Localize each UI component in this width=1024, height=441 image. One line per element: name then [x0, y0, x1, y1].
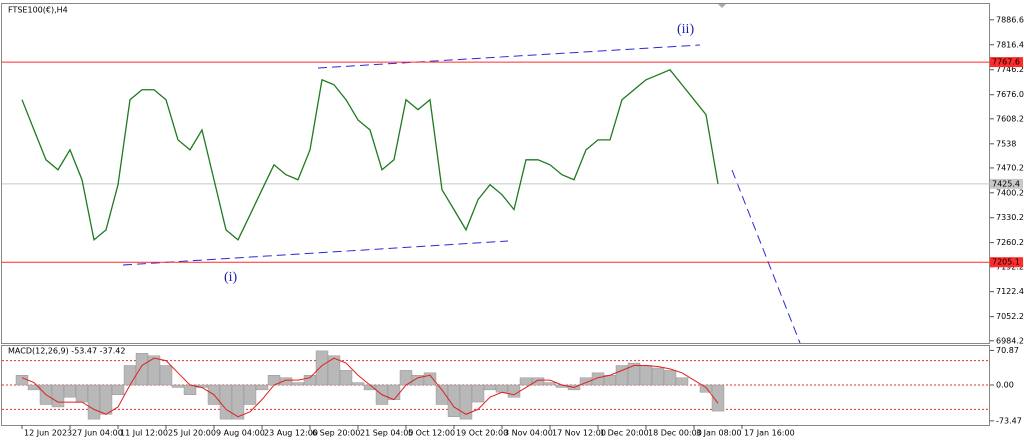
chart-title: FTSE100(€),H4 [8, 6, 68, 15]
trend-line [317, 44, 701, 69]
histogram-bar [279, 377, 293, 386]
histogram-bar [303, 375, 317, 386]
histogram-bar [51, 384, 65, 408]
histogram-bar [87, 384, 101, 420]
x-tick-label: 23 Aug 12:00 [264, 429, 318, 438]
shift-marker [718, 4, 726, 8]
histogram-bar [531, 377, 545, 386]
trend-line [122, 240, 509, 266]
annotation: (ii) [677, 22, 694, 37]
histogram-bar [183, 384, 197, 395]
histogram-bar [15, 375, 29, 386]
histogram-bar [651, 367, 665, 386]
y-tick-label: -73.47 [996, 416, 1022, 425]
trend-line [731, 169, 801, 344]
price-line [21, 69, 719, 242]
y-tick-label: 7400.2 [996, 188, 1024, 197]
y-tick-label: 6984.2 [996, 336, 1024, 345]
level-label-box [990, 178, 1023, 189]
y-tick-label: 7816.4 [996, 40, 1024, 49]
histogram-bar [627, 362, 641, 386]
y-tick-label: 7676.0 [996, 90, 1024, 99]
histogram-bar [699, 384, 713, 393]
y-tick-label: 7886.6 [996, 15, 1024, 24]
x-tick-label: 17 Jan 16:00 [744, 429, 795, 438]
histogram-bar [255, 384, 269, 391]
y-tick-label: 7538 [996, 139, 1016, 148]
histogram-bar [339, 370, 353, 386]
histogram-bar [315, 350, 329, 386]
macd-title: MACD(12,26,9) -53.47 -37.42 [8, 347, 125, 356]
histogram-bar [171, 384, 185, 388]
level-label: 7205.1 [992, 258, 1020, 267]
y-tick-label: 7470.2 [996, 163, 1024, 172]
histogram-bar [507, 384, 521, 398]
histogram-bar [711, 384, 725, 412]
histogram-bar [519, 377, 533, 386]
histogram-bar [603, 375, 617, 386]
histogram-bar [543, 382, 557, 386]
x-tick-label: 19 Oct 20:00 [456, 429, 508, 438]
y-tick-label: 7330.2 [996, 213, 1024, 222]
x-tick-label: 12 Jun 2023 [24, 429, 72, 438]
level-label: 7767.6 [992, 58, 1020, 67]
histogram-bar [351, 382, 365, 386]
level-label-box [990, 257, 1023, 268]
x-tick-label: 25 Jul 20:00 [168, 429, 216, 438]
x-tick-label: 18 Dec 00:00 [648, 429, 702, 438]
main-frame [1, 3, 990, 344]
histogram-bar [423, 372, 437, 386]
histogram-bar [483, 384, 497, 391]
histogram-bar [99, 384, 113, 415]
x-tick-label: 3 Nov 04:00 [504, 429, 553, 438]
histogram-bar [435, 384, 449, 405]
x-tick-label: 9 Aug 04:00 [216, 429, 265, 438]
x-tick-label: 27 Jun 04:00 [72, 429, 123, 438]
y-tick-label: 7260.2 [996, 238, 1024, 247]
level-label: 7425.4 [992, 179, 1020, 188]
level-label-box [990, 57, 1023, 68]
histogram-bar [123, 365, 137, 386]
x-tick-label: 17 Nov 12:00 [552, 429, 606, 438]
histogram-bar [363, 384, 377, 391]
x-tick-label: 5 Oct 12:00 [408, 429, 455, 438]
x-tick-label: 1 Dec 20:00 [600, 429, 649, 438]
macd-frame [1, 345, 990, 426]
histogram-bar [471, 384, 485, 403]
histogram-bar [159, 365, 173, 386]
histogram-bar [147, 355, 161, 386]
histogram-bar [111, 384, 125, 395]
y-tick-label: 7052.2 [996, 312, 1024, 321]
y-tick-label: 7746.2 [996, 65, 1024, 74]
histogram-bar [219, 384, 233, 420]
histogram-bar [663, 370, 677, 386]
histogram-bar [639, 365, 653, 386]
x-tick-label: 6 Sep 20:00 [312, 429, 360, 438]
histogram-bar [135, 353, 149, 386]
histogram-bar [75, 384, 89, 403]
histogram-bar [495, 384, 509, 393]
histogram-bar [243, 384, 257, 405]
annotation: (i) [224, 270, 238, 285]
histogram-bar [675, 377, 689, 386]
x-tick-label: 3 Jan 08:00 [696, 429, 742, 438]
x-tick-label: 11 Jul 12:00 [120, 429, 168, 438]
signal-line [21, 357, 719, 418]
histogram-bar [63, 384, 77, 398]
y-tick-label: 7122.4 [996, 287, 1024, 296]
y-tick-label: 70.87 [996, 346, 1019, 355]
trend-lines [122, 44, 801, 344]
y-tick-label: 7608.2 [996, 114, 1024, 123]
x-tick-label: 21 Sep 04:00 [360, 429, 413, 438]
y-tick-label: 0.00 [996, 381, 1014, 390]
histogram-bar [291, 382, 305, 386]
